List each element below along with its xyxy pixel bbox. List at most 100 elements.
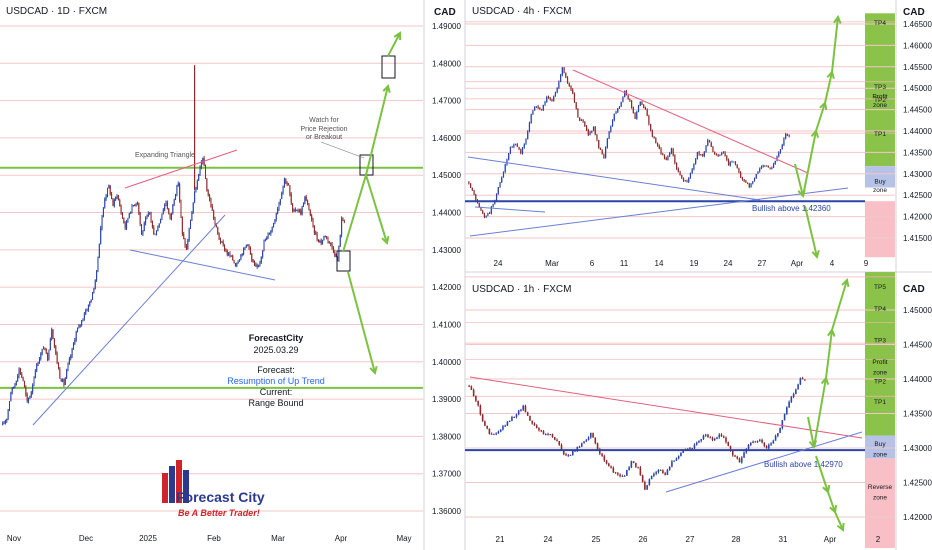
h4-candle-body <box>712 146 714 153</box>
d-candle-body <box>60 378 62 382</box>
d-candle-body <box>135 203 137 206</box>
h4-candle-body <box>717 154 719 156</box>
h4-candle-body <box>630 100 633 108</box>
d-candle-body <box>283 178 285 186</box>
d-candle-body <box>194 192 196 203</box>
h4-candle-body <box>478 203 480 208</box>
h4-x-tick-label: Mar <box>545 259 559 268</box>
h1-candle-body <box>540 430 543 432</box>
h4-candle-body <box>558 81 560 88</box>
h4-candle-body <box>670 148 673 154</box>
h4-arrow-down <box>804 205 818 258</box>
h1-candle-body <box>662 470 664 474</box>
h4-candle-body <box>632 107 634 114</box>
h4-candle-body <box>774 160 776 164</box>
d-candle-body <box>187 240 189 250</box>
h4-candle-body <box>527 131 529 139</box>
d-y-tick-label: 1.41000 <box>432 320 461 329</box>
d-candle-body <box>268 233 270 235</box>
h4-candle-body <box>771 167 773 169</box>
h4-candle-body <box>521 147 524 154</box>
h4-y-tick-label: 1.43500 <box>903 148 932 157</box>
h4-candle-body <box>468 182 470 184</box>
h4-candle-body <box>679 171 681 176</box>
h4-y-tick-label: 1.46500 <box>903 20 932 29</box>
h1-candle-body <box>481 414 484 422</box>
d-candle-body <box>294 209 296 211</box>
h4-candle-body <box>762 165 764 167</box>
daily-panel[interactable]: USDCAD · 1D · FXCM CAD 1.490001.480001.4… <box>0 0 464 550</box>
h1-reverse-zone <box>865 458 895 549</box>
d-x-tick-label: Apr <box>335 534 348 543</box>
d-candle-body <box>247 244 249 246</box>
d-candle-body <box>275 213 277 220</box>
h1-zone-label: TP5 <box>874 284 886 291</box>
d-candle-body <box>28 398 30 402</box>
h1-zone-label: Profit <box>872 359 887 366</box>
d-candle-body <box>290 194 292 204</box>
d-candle-body <box>185 245 187 250</box>
h4-candle-body <box>722 152 724 154</box>
h1-candle-body <box>623 475 626 477</box>
h4-x-tick-label: Apr <box>791 259 804 268</box>
h4-x-tick-label: 24 <box>724 259 733 268</box>
d-candle-body <box>126 220 128 229</box>
h4-candle-body <box>786 134 789 136</box>
d-candle-body <box>19 368 21 374</box>
d-candle-body <box>113 199 115 206</box>
d-candle-body <box>188 228 190 241</box>
h4-profit-zone <box>865 13 895 167</box>
h4-x-tick-label: 6 <box>590 259 595 268</box>
d-candle-body <box>332 247 334 252</box>
d-candle-body <box>36 364 38 372</box>
h4-candle-body <box>615 111 617 114</box>
h1-title: USDCAD · 1h · FXCM <box>472 284 571 295</box>
forecast-label: Forecast: <box>257 365 295 375</box>
h4-candle-body <box>696 152 698 160</box>
h4-candle-body <box>492 203 494 207</box>
h4-panel[interactable]: USDCAD · 4h · FXCM CAD Bullish above 1.4… <box>464 0 932 550</box>
d-candle-body <box>96 270 98 281</box>
h4-candle-body <box>672 148 674 156</box>
d-candle-body <box>279 199 281 204</box>
h4-candle-body <box>495 193 498 201</box>
d-candle-body <box>328 241 330 243</box>
forecast-date: 2025.03.29 <box>253 345 298 355</box>
d-candle-body <box>170 213 172 219</box>
h1-candle-body <box>727 442 730 446</box>
h4-candle-body <box>556 87 558 93</box>
d-candle-body <box>166 202 168 209</box>
h4-candle-body <box>727 159 730 166</box>
triangle-upper-line <box>124 149 238 189</box>
d-candle-body <box>267 233 269 237</box>
d-candle-body <box>202 158 204 163</box>
h1-candle-body <box>551 434 554 438</box>
h4-candle-body <box>688 177 690 182</box>
d-x-tick-label: Dec <box>79 534 93 543</box>
h1-y-axis: 1.45000 1.44500 1.44000 1.43500 1.43000 1.425… <box>903 306 932 522</box>
d-candle-body <box>37 363 39 365</box>
h4-arrow-3 <box>815 102 826 132</box>
h4-candle-body <box>627 95 629 99</box>
d-candle-body <box>127 217 129 221</box>
h1-candle-body <box>486 425 488 429</box>
h4-candle-body <box>714 152 716 155</box>
h1-candle-body <box>689 447 691 449</box>
h1-candle-body <box>599 449 601 454</box>
d-candle-body <box>128 213 130 218</box>
h4-candle-body <box>719 155 721 157</box>
d-candle-body <box>141 223 143 235</box>
h1-panel[interactable]: USDCAD · 1h · FXCM CAD Bullish above 1.4… <box>465 272 932 550</box>
h1-candle-body <box>711 437 714 441</box>
d-candle-body <box>34 371 36 378</box>
h1-arrow-3 <box>825 329 833 379</box>
h1-candle-body <box>779 428 781 434</box>
h1-candle-body <box>630 461 633 468</box>
d-candle-body <box>199 167 201 174</box>
h1-candle-body <box>632 461 635 464</box>
d-candle-body <box>98 244 100 258</box>
h1-candle-body <box>495 433 497 435</box>
h4-y-tick-label: 1.44000 <box>903 127 932 136</box>
d-candle-body <box>278 203 280 209</box>
h1-zone-label: TP2 <box>874 378 886 385</box>
